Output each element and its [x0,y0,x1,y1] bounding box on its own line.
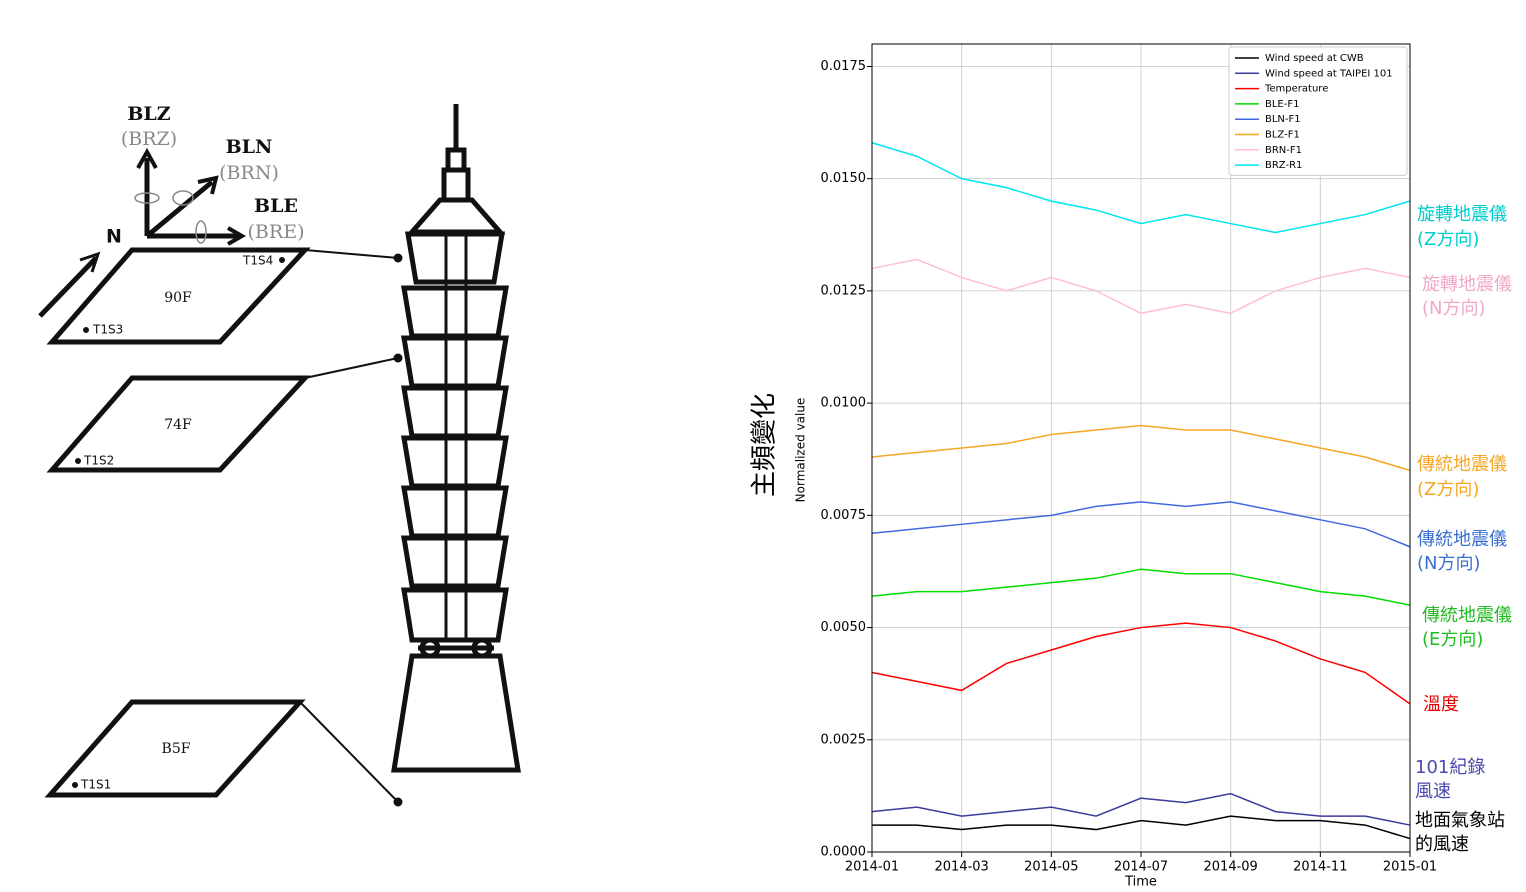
annotation: 旋轉地震儀 [1417,204,1507,225]
floor-label: 90F [164,290,192,306]
legend-box [1228,46,1408,176]
annotation: 溫度 [1423,694,1459,715]
legend-label: BLZ-F1 [1265,130,1300,141]
sensor [279,257,285,263]
annotation: 風速 [1415,781,1451,802]
series-line [871,501,1411,548]
legend-label: Wind speed at CWB [1265,53,1364,64]
y-label: Normalized value [794,398,808,503]
axis-n-head [197,175,219,195]
axis-z-head [136,147,158,169]
chart: 主頻變化 Normalized value Time 0.0000 0.0025 0… [750,43,1512,890]
floor-label: B5F [162,741,191,757]
legend-label: Temperature [1264,84,1328,95]
axis-label: BLE [254,195,298,217]
y-tick-label: 0.0000 [821,845,867,860]
annotation: 101紀錄 [1415,757,1485,778]
y-tick-label: 0.0100 [821,396,867,411]
floor-90f [46,247,311,345]
series-line [871,142,1411,234]
rot-e [195,220,207,244]
sensor [75,458,81,464]
north-label: N [106,226,122,248]
annotation: 傳統地震儀 [1417,529,1507,550]
connector [304,357,399,379]
sensor [83,327,89,333]
annotation: 傳統地震儀 [1417,454,1507,475]
y-tick-label: 0.0025 [821,732,867,747]
annotation: 旋轉地震儀 [1422,274,1512,295]
diagram [38,104,521,807]
annotation: 地面氣象站 [1415,810,1505,831]
axis-alt-label: (BRN) [219,162,279,184]
tower [391,104,521,773]
axis-label: BLZ [127,103,170,125]
x-tick-label: 2014-11 [1293,860,1347,875]
plot-frame [871,43,1411,853]
diagram-labels: 90F 74F B5F T1S3 T1S4 T1S2 T1S1 N BLZ (B… [80,103,304,792]
floor-label: 74F [164,417,192,433]
sensor-label: T1S3 [92,323,123,337]
dot [393,253,403,263]
dot [393,797,403,807]
series-line [871,424,1411,472]
axis-e-head [227,226,247,246]
legend-label: BLN-F1 [1265,114,1301,125]
legend-label: Wind speed at TAIPEI 101 [1265,68,1393,79]
annotation: (Z方向) [1417,479,1479,500]
connector [299,701,399,803]
axis-alt-label: (BRZ) [121,128,177,150]
x-tick-label: 2014-09 [1204,860,1258,875]
north-arrowhead [79,251,101,273]
annotation: 傳統地震儀 [1422,605,1512,626]
sensor-label: T1S4 [242,254,273,268]
y-tick-label: 0.0175 [821,59,867,74]
legend: Wind speed at CWB Wind speed at TAIPEI 10… [1228,46,1408,176]
legend-label: BRN-F1 [1265,145,1302,156]
axis-alt-label: (BRE) [248,221,305,243]
rot-z [134,192,160,204]
y-tick-label: 0.0075 [821,508,867,523]
floor-b5f [44,699,306,798]
floor-74f [46,375,311,473]
x-tick-label: 2015-01 [1383,860,1437,875]
y-tick-label: 0.0150 [821,171,867,186]
connector [304,249,399,259]
series-line [871,258,1411,315]
series-line [872,815,1411,840]
y-tick-label: 0.0125 [821,283,867,298]
rot-n [172,190,194,206]
sensor-label: T1S1 [80,778,111,792]
legend-label: BLE-F1 [1265,99,1299,110]
annotation: (N方向) [1417,553,1481,574]
dot [393,353,403,363]
annotation: (E方向) [1422,629,1483,650]
x-tick-label: 2014-01 [845,860,899,875]
north-arrow [38,256,98,318]
series-line [871,622,1411,705]
y-label-cn: 主頻變化 [750,393,780,497]
sensor [72,782,78,788]
annotation: 的風速 [1415,834,1469,855]
x-tick-label: 2014-07 [1114,860,1168,875]
series-line [871,792,1411,826]
x-tick-label: 2014-03 [935,860,989,875]
annotation: (Z方向) [1417,229,1479,250]
y-tick-label: 0.0050 [821,620,867,635]
sensor-label: T1S2 [83,454,114,468]
legend-label: BRZ-R1 [1265,160,1302,171]
series-line [871,568,1411,606]
x-tick-label: 2014-05 [1024,860,1078,875]
axis-label: BLN [226,136,273,158]
annotation: (N方向) [1422,298,1486,319]
axis-n [145,180,214,238]
x-label: Time [1124,875,1157,890]
